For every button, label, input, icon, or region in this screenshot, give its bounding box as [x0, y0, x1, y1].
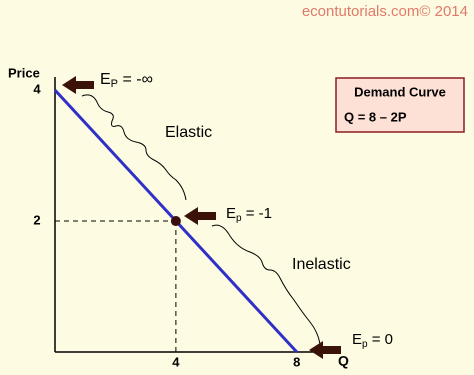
annotation: Elastic [165, 124, 212, 141]
label-rest: = 0 [368, 331, 393, 348]
label-main: E [226, 205, 236, 222]
x-axis-label: Q [338, 353, 349, 369]
label-main: E [100, 71, 111, 88]
x-tick-label: 4 [172, 354, 180, 369]
elasticity-label: Ep = 0 [352, 331, 393, 350]
label-sub: p [236, 213, 242, 224]
label-rest: = -∞ [118, 71, 153, 88]
annotation: Inelastic [292, 256, 351, 273]
elasticity-label: Ep = -1 [226, 205, 272, 224]
label-main: E [352, 331, 362, 348]
box-title: Demand Curve [354, 84, 446, 99]
arrow [184, 207, 216, 225]
legend-box [335, 77, 465, 133]
arrow [309, 341, 341, 359]
x-tick-label: 8 [293, 354, 300, 369]
brace-inelastic [211, 224, 321, 345]
source: econtutorials.com© 2014 [302, 3, 468, 20]
point [170, 216, 181, 227]
label-sub: P [111, 78, 118, 90]
label-rest: = -1 [242, 205, 272, 222]
y-tick-label: 4 [33, 82, 41, 97]
brace-elastic [81, 94, 187, 201]
y-axis-label: Price [8, 65, 40, 80]
y-tick-label: 2 [33, 212, 40, 227]
elasticity-label: EP = -∞ [100, 71, 153, 90]
label-sub: p [362, 339, 368, 350]
arrow [62, 76, 94, 94]
box-equation: Q = 8 – 2P [344, 109, 407, 124]
